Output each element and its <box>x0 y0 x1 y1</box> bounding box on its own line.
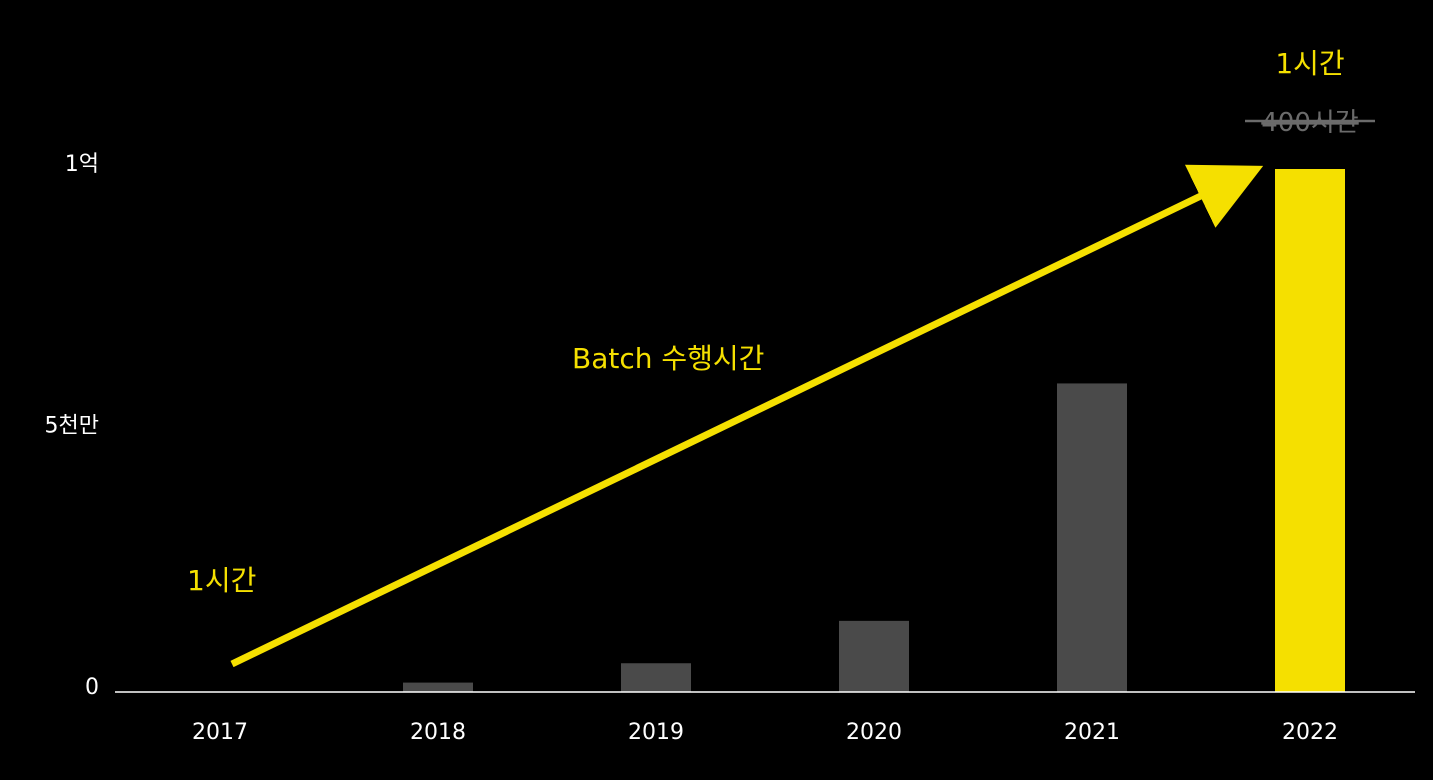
x-tick-label-2020: 2020 <box>846 720 902 745</box>
bar-2019 <box>621 663 691 692</box>
x-tick-label-2021: 2021 <box>1064 720 1120 745</box>
bars <box>185 169 1345 692</box>
trend-arrow <box>230 164 1264 668</box>
x-tick-label-2022: 2022 <box>1282 720 1338 745</box>
y-tick-label-1: 5천만 <box>45 414 99 439</box>
arrow-label: Batch 수행시간 <box>572 342 764 375</box>
old-time-label-strikethrough: 400시간 <box>1261 108 1358 138</box>
bar-2020 <box>839 620 909 692</box>
bar-2021 <box>1057 383 1127 692</box>
x-axis-ticks: 2017 2018 2019 2020 2021 2022 <box>192 720 1338 745</box>
y-tick-label-2: 1억 <box>65 152 99 177</box>
end-time-label: 1시간 <box>1275 47 1344 80</box>
y-axis-ticks: 0 5천만 1억 <box>45 152 99 700</box>
y-tick-label-0: 0 <box>85 675 99 700</box>
x-tick-label-2019: 2019 <box>628 720 684 745</box>
x-tick-label-2018: 2018 <box>410 720 466 745</box>
bar-2018 <box>403 682 473 692</box>
x-tick-label-2017: 2017 <box>192 720 248 745</box>
start-time-label: 1시간 <box>187 564 256 597</box>
bar-2022 <box>1275 169 1345 692</box>
